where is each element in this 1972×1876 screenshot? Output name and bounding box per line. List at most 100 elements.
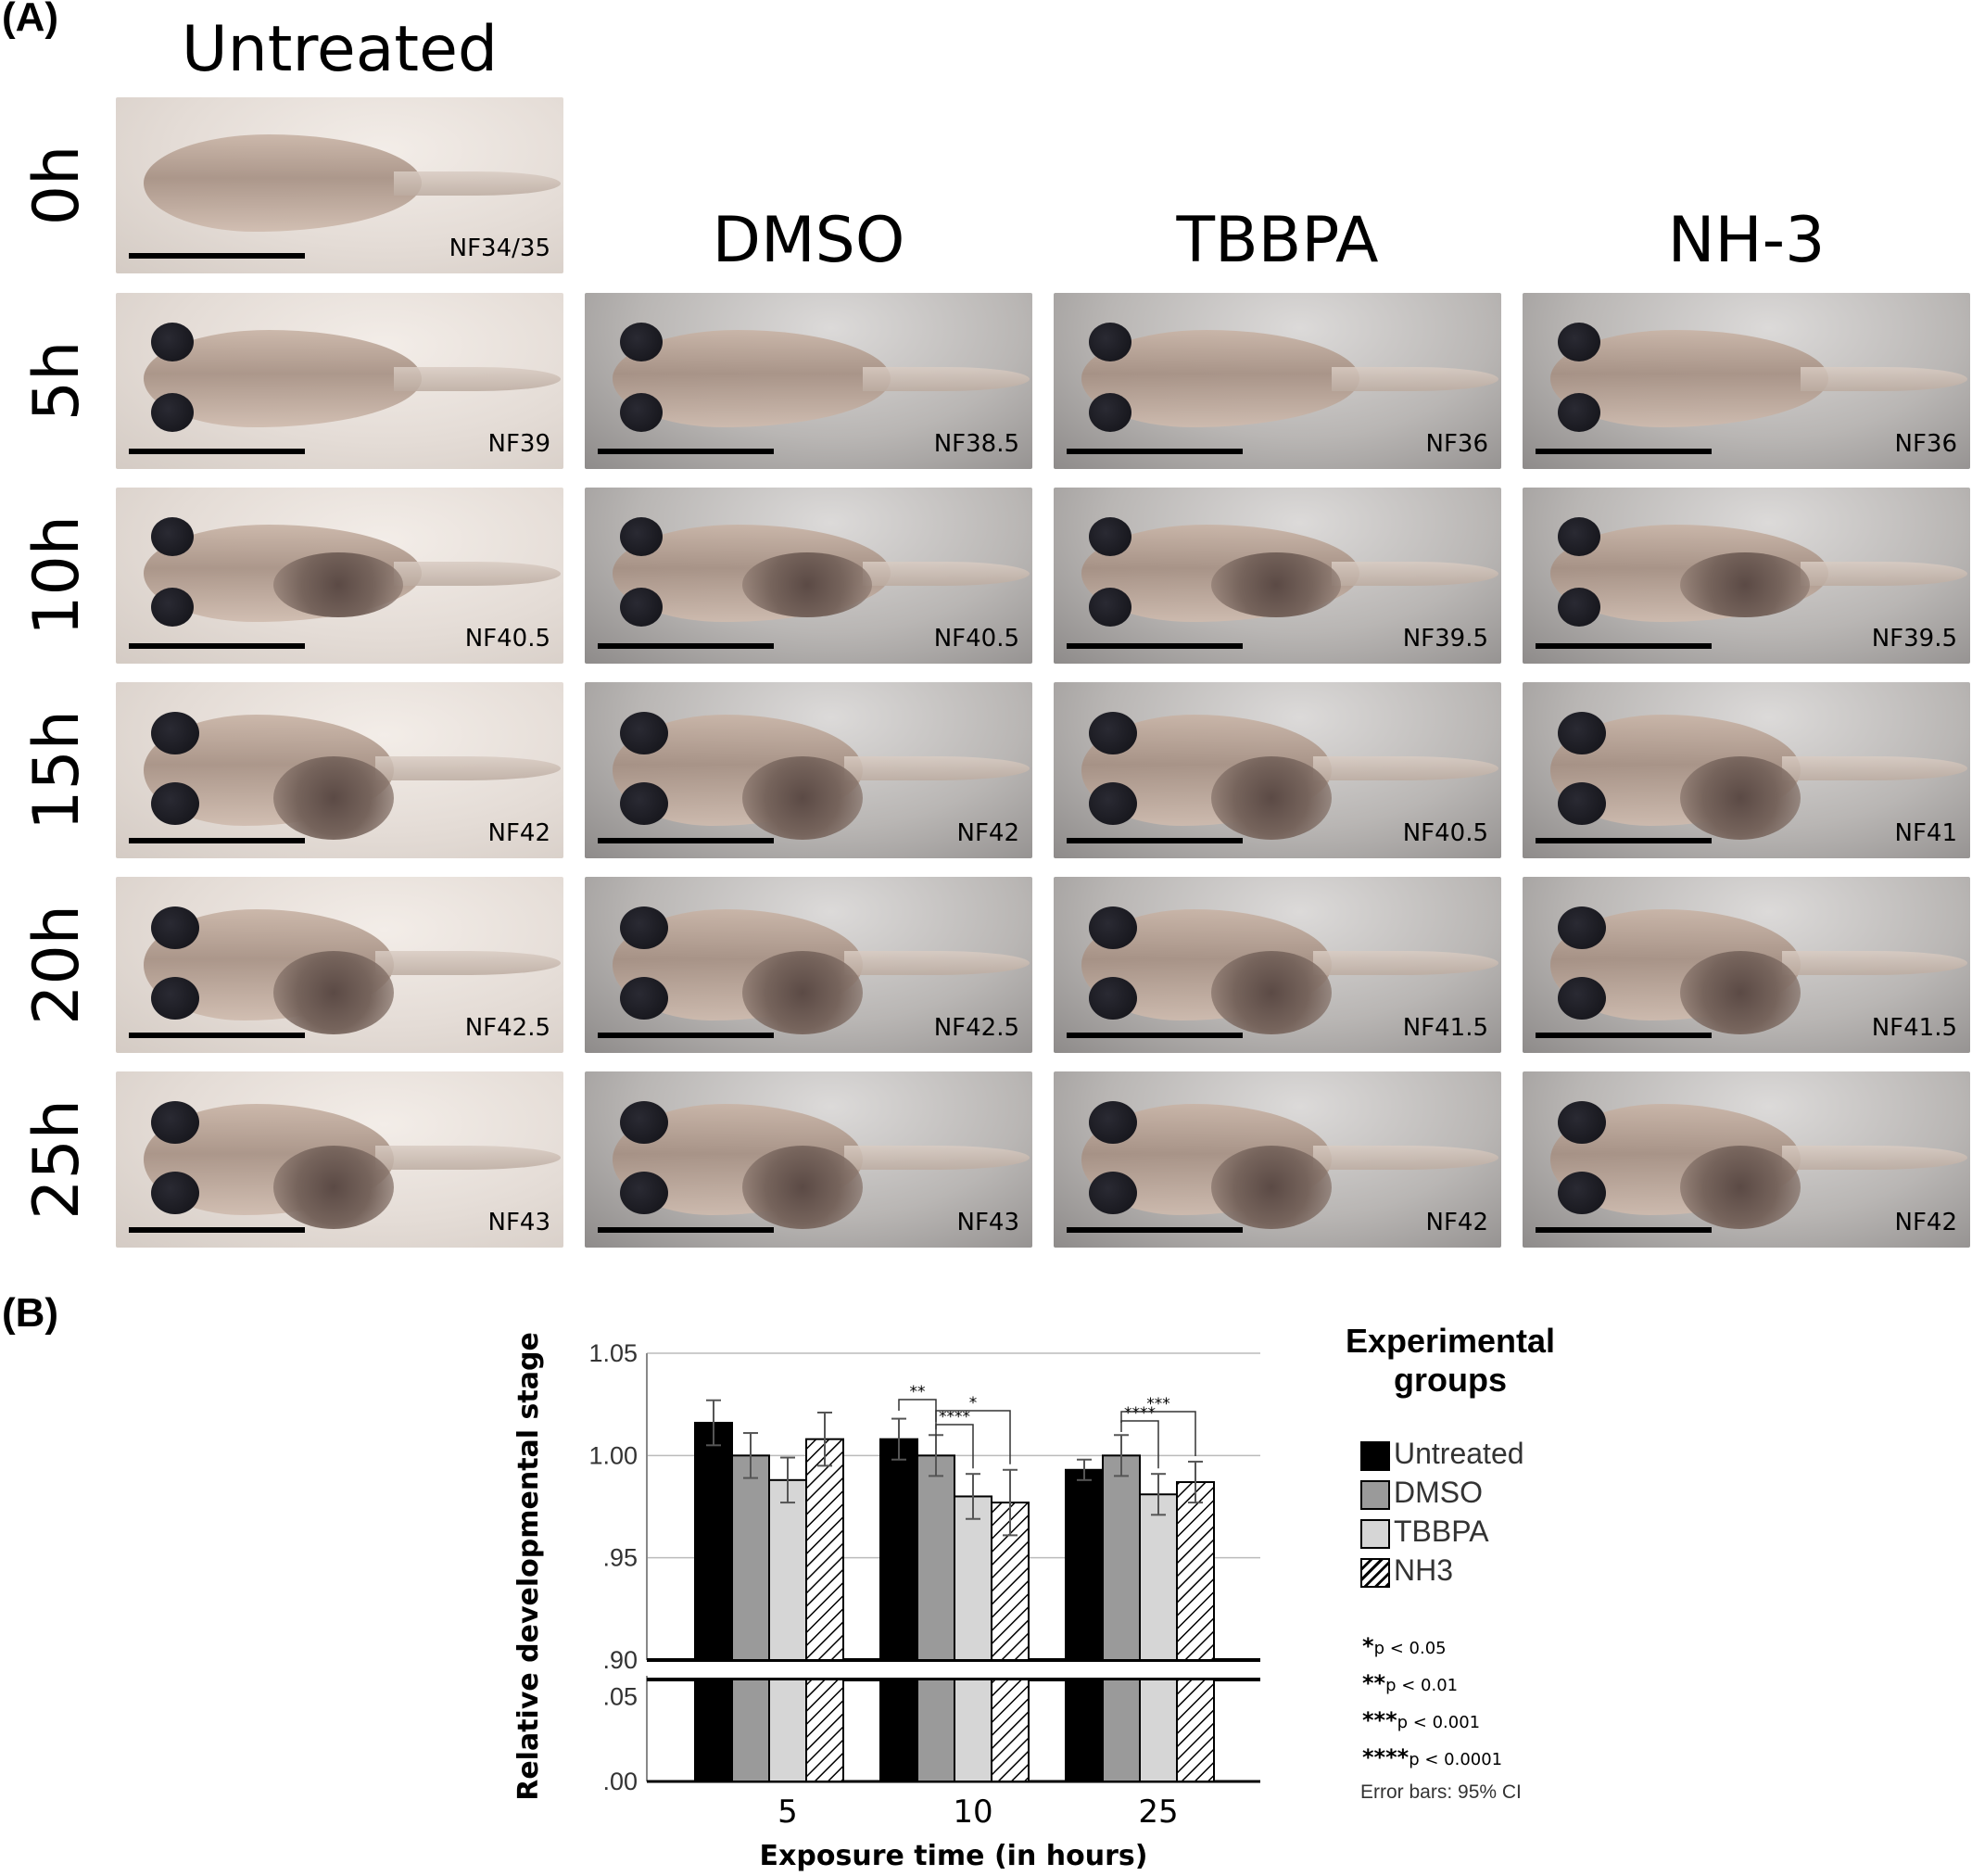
eye (1089, 1172, 1137, 1214)
p-value-text: p < 0.0001 (1409, 1750, 1503, 1769)
tadpole-image: NF39.5 (1523, 488, 1970, 664)
tadpole-tail (1782, 756, 1967, 780)
legend-label: Untreated (1394, 1437, 1524, 1470)
significance-legend-item: ****p < 0.0001 (1362, 1744, 1502, 1770)
bar-untreated-upper (879, 1438, 918, 1662)
tadpole-tail (394, 367, 561, 391)
eye (620, 323, 663, 361)
significance-bracket (935, 1410, 1011, 1464)
eye (151, 906, 199, 949)
significance-legend-item: **p < 0.01 (1362, 1670, 1458, 1696)
legend-swatch (1360, 1479, 1390, 1510)
bar-tbbpa-upper (1139, 1493, 1178, 1662)
eye (151, 782, 199, 825)
scale-bar (1536, 1033, 1712, 1038)
tadpole-tail (1801, 367, 1967, 391)
stage-label: NF42 (1425, 1209, 1489, 1236)
significance-stars: * (969, 1394, 978, 1413)
legend-swatch (1360, 1518, 1390, 1549)
tadpole-tail (844, 1146, 1030, 1170)
bar-dmso-lower (916, 1679, 955, 1782)
scale-bar (598, 838, 774, 843)
scale-bar (1067, 1227, 1243, 1233)
bar-dmso-upper (731, 1454, 770, 1662)
eye (1558, 977, 1606, 1020)
gut-pigment (742, 756, 863, 840)
bar-tbbpa-lower (954, 1679, 992, 1782)
y-tick-label: .95 (602, 1544, 638, 1572)
x-tick-label: 25 (1138, 1794, 1178, 1831)
eye (1089, 588, 1131, 627)
eye (620, 1172, 668, 1214)
gut-pigment (742, 1146, 863, 1229)
tadpole-tail (394, 171, 561, 196)
eye (1089, 977, 1137, 1020)
eye (1089, 517, 1131, 556)
scale-bar (598, 449, 774, 454)
gut-pigment (1211, 1146, 1332, 1229)
significance-bracket (1120, 1411, 1196, 1456)
eye (1558, 323, 1600, 361)
scale-bar (1536, 838, 1712, 843)
stage-label: NF41 (1894, 819, 1958, 847)
stage-label: NF38.5 (933, 430, 1019, 458)
eye (151, 588, 194, 627)
y-axis-title: Relative developmental stage (512, 1332, 545, 1801)
bar-untreated-lower (879, 1679, 918, 1782)
legend-item: TBBPA (1360, 1515, 1489, 1549)
eye (151, 977, 199, 1020)
tadpole-image: NF41.5 (1054, 877, 1501, 1053)
eye (151, 323, 194, 361)
scale-bar (1536, 643, 1712, 649)
significance-stars: **** (939, 1408, 970, 1426)
x-tick-label: 10 (953, 1794, 992, 1831)
scale-bar (598, 1227, 774, 1233)
x-tick-label: 5 (777, 1794, 798, 1831)
tadpole-image: NF40.5 (585, 488, 1032, 664)
scale-bar (1067, 838, 1243, 843)
scale-bar (1067, 1033, 1243, 1038)
stage-label: NF40.5 (933, 625, 1019, 653)
tadpole-tail (1313, 951, 1498, 975)
y-tick-label: 1.05 (588, 1339, 638, 1367)
stage-label: NF42 (487, 819, 551, 847)
y-tick-label: .00 (602, 1768, 638, 1795)
gut-pigment (273, 951, 394, 1034)
significance-bracket (898, 1399, 937, 1430)
tadpole-image: NF41 (1523, 682, 1970, 858)
eye (1089, 906, 1137, 949)
column-header-untreated: Untreated (181, 13, 499, 86)
bar-nh3-upper (805, 1438, 844, 1662)
eye (151, 1172, 199, 1214)
tadpole-tail (1332, 562, 1498, 586)
legend-item: NH3 (1360, 1553, 1453, 1588)
scale-bar (1536, 449, 1712, 454)
tadpole-tail (1313, 1146, 1498, 1170)
tadpole-tail (863, 367, 1030, 391)
p-value-text: p < 0.001 (1397, 1713, 1481, 1732)
bar-untreated-lower (1065, 1679, 1104, 1782)
bar-nh3-upper (1176, 1481, 1215, 1662)
tadpole-tail (394, 562, 561, 586)
stage-label: NF34/35 (449, 234, 550, 262)
scale-bar (129, 643, 305, 649)
bar-tbbpa-upper (954, 1495, 992, 1662)
tadpole-image: NF42 (116, 682, 563, 858)
legend-item: Untreated (1360, 1437, 1524, 1471)
tadpole-tail (1801, 562, 1967, 586)
eye (151, 393, 194, 432)
eye (620, 517, 663, 556)
tadpole-image: NF36 (1054, 293, 1501, 469)
tadpole-tail (1313, 756, 1498, 780)
legend-swatch (1360, 1440, 1390, 1471)
legend-label: DMSO (1394, 1476, 1483, 1509)
eye (1558, 712, 1606, 754)
eye (1558, 517, 1600, 556)
scale-bar (129, 1227, 305, 1233)
stage-label: NF43 (956, 1209, 1020, 1236)
scale-bar (1067, 643, 1243, 649)
tadpole-image: NF43 (116, 1071, 563, 1248)
significance-bracket (1120, 1420, 1159, 1469)
eye (620, 906, 668, 949)
